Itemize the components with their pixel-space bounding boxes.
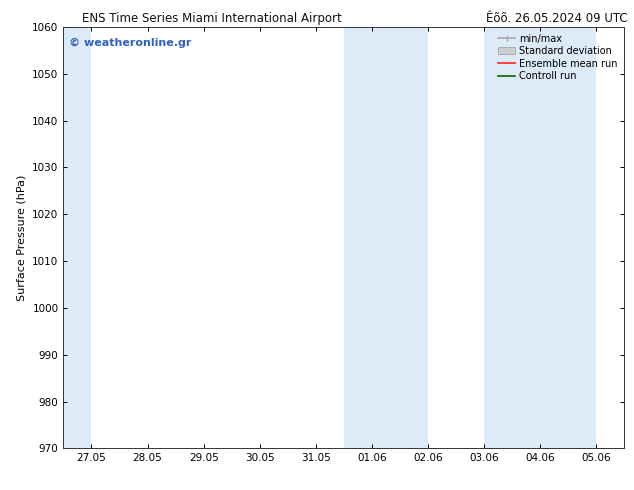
Legend: min/max, Standard deviation, Ensemble mean run, Controll run: min/max, Standard deviation, Ensemble me… (496, 32, 619, 83)
Text: © weatheronline.gr: © weatheronline.gr (69, 38, 191, 48)
Bar (344, 27, 428, 448)
Y-axis label: Surface Pressure (hPa): Surface Pressure (hPa) (16, 174, 27, 301)
Text: ENS Time Series Miami International Airport: ENS Time Series Miami International Airp… (82, 12, 342, 25)
Bar (484, 27, 597, 448)
Bar (63, 27, 91, 448)
Text: Êõõ. 26.05.2024 09 UTC: Êõõ. 26.05.2024 09 UTC (486, 12, 628, 25)
